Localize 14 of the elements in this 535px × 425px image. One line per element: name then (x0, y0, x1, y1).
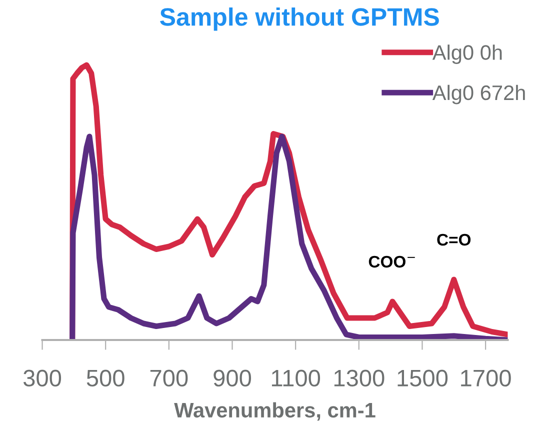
annotation: C=O (437, 234, 471, 246)
x-tick-label: 500 (86, 370, 124, 387)
legend-label: Alg0 0h (432, 44, 502, 64)
x-tick-label: 1500 (398, 370, 448, 387)
x-axis-title: Wavenumbers, cm-1 (174, 402, 376, 421)
annotation: COO$^{−}$ (368, 256, 415, 268)
legend-label: Alg0 672h (432, 84, 525, 104)
x-tick-label: 900 (214, 370, 252, 387)
chart-title: Sample without GPTMS (160, 7, 439, 31)
x-tick-label: 1700 (461, 370, 511, 387)
x-tick-label: 300 (23, 370, 62, 387)
x-tick-label: 700 (150, 370, 188, 387)
x-tick-label: 1100 (272, 370, 320, 387)
x-tick-label: 1300 (334, 370, 384, 387)
